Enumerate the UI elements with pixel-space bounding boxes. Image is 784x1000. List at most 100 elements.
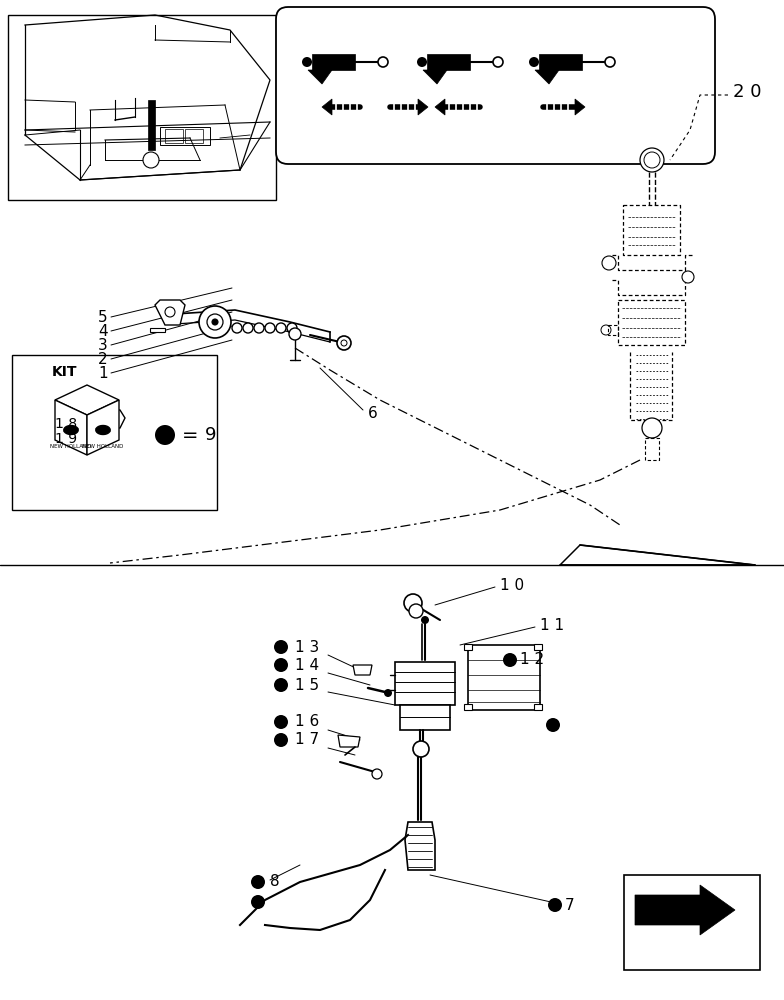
Circle shape (602, 256, 616, 270)
Circle shape (413, 741, 429, 757)
Circle shape (274, 658, 288, 672)
Circle shape (493, 57, 503, 67)
Circle shape (341, 340, 347, 346)
Polygon shape (308, 70, 332, 84)
Polygon shape (96, 429, 110, 434)
Polygon shape (87, 400, 119, 455)
Circle shape (165, 307, 175, 317)
Circle shape (642, 418, 662, 438)
Text: =: = (182, 426, 198, 444)
Polygon shape (468, 645, 540, 710)
Bar (8, 15, 276, 200)
Text: 5: 5 (98, 310, 108, 324)
Circle shape (251, 875, 265, 889)
FancyBboxPatch shape (276, 7, 715, 164)
Bar (185, 129, 203, 143)
Bar (165, 129, 183, 143)
Polygon shape (64, 429, 78, 434)
Circle shape (337, 336, 351, 350)
Circle shape (287, 323, 297, 333)
Circle shape (207, 314, 223, 330)
Circle shape (232, 323, 242, 333)
Polygon shape (312, 54, 355, 70)
Circle shape (143, 152, 159, 168)
Bar (160, 127, 210, 145)
Polygon shape (155, 300, 185, 325)
Polygon shape (427, 54, 470, 70)
Polygon shape (405, 822, 435, 870)
Text: 3: 3 (98, 338, 108, 353)
Polygon shape (55, 400, 87, 455)
Polygon shape (435, 99, 445, 115)
Text: NEW HOLLAND: NEW HOLLAND (50, 444, 92, 450)
Circle shape (274, 733, 288, 747)
Polygon shape (534, 704, 542, 710)
Polygon shape (464, 644, 472, 650)
Circle shape (265, 323, 275, 333)
Circle shape (289, 328, 301, 340)
Polygon shape (96, 426, 111, 431)
Polygon shape (55, 385, 119, 415)
Circle shape (682, 271, 694, 283)
Circle shape (421, 616, 429, 624)
Polygon shape (338, 735, 360, 747)
Circle shape (98, 415, 106, 423)
Bar (624, 875, 760, 970)
Text: 1 1: 1 1 (540, 617, 564, 633)
Polygon shape (635, 885, 735, 935)
Text: 1 2: 1 2 (520, 652, 544, 668)
Circle shape (548, 898, 562, 912)
Polygon shape (534, 644, 542, 650)
Text: NEW HOLLAND: NEW HOLLAND (82, 444, 124, 450)
Circle shape (254, 323, 264, 333)
Polygon shape (464, 704, 472, 710)
Polygon shape (400, 705, 450, 730)
Circle shape (417, 57, 427, 67)
Circle shape (251, 895, 265, 909)
Polygon shape (423, 70, 447, 84)
Polygon shape (150, 328, 165, 332)
Text: 8: 8 (270, 874, 280, 890)
Polygon shape (80, 410, 125, 428)
Circle shape (276, 323, 286, 333)
Polygon shape (575, 99, 585, 115)
Circle shape (199, 306, 231, 338)
Polygon shape (418, 99, 428, 115)
Circle shape (155, 425, 175, 445)
Text: 1 7: 1 7 (295, 732, 319, 748)
Polygon shape (560, 545, 755, 565)
Polygon shape (353, 665, 372, 675)
Circle shape (605, 57, 615, 67)
Text: KIT: KIT (53, 365, 78, 379)
Text: 2: 2 (98, 352, 108, 366)
Text: 1 5: 1 5 (295, 678, 319, 692)
Polygon shape (539, 54, 582, 70)
Text: 1 0: 1 0 (500, 578, 524, 592)
Text: 1 4: 1 4 (295, 658, 319, 672)
Text: 1 6: 1 6 (295, 714, 319, 730)
Circle shape (372, 769, 382, 779)
Text: 7: 7 (565, 898, 575, 912)
Circle shape (640, 148, 664, 172)
Text: 1 9: 1 9 (55, 432, 77, 446)
Circle shape (644, 152, 660, 168)
Circle shape (274, 678, 288, 692)
Circle shape (378, 57, 388, 67)
Circle shape (384, 689, 392, 697)
Circle shape (274, 715, 288, 729)
Polygon shape (395, 662, 455, 705)
Polygon shape (64, 426, 78, 431)
Circle shape (529, 57, 539, 67)
Polygon shape (535, 70, 559, 84)
Text: 1 3: 1 3 (295, 640, 319, 654)
Polygon shape (148, 100, 155, 150)
Circle shape (503, 653, 517, 667)
Bar (12, 355, 217, 510)
Text: 6: 6 (368, 406, 378, 420)
Circle shape (404, 594, 422, 612)
Polygon shape (322, 99, 332, 115)
Text: 9: 9 (205, 426, 216, 444)
Text: 1 8: 1 8 (55, 417, 77, 431)
Circle shape (546, 718, 560, 732)
Circle shape (274, 640, 288, 654)
